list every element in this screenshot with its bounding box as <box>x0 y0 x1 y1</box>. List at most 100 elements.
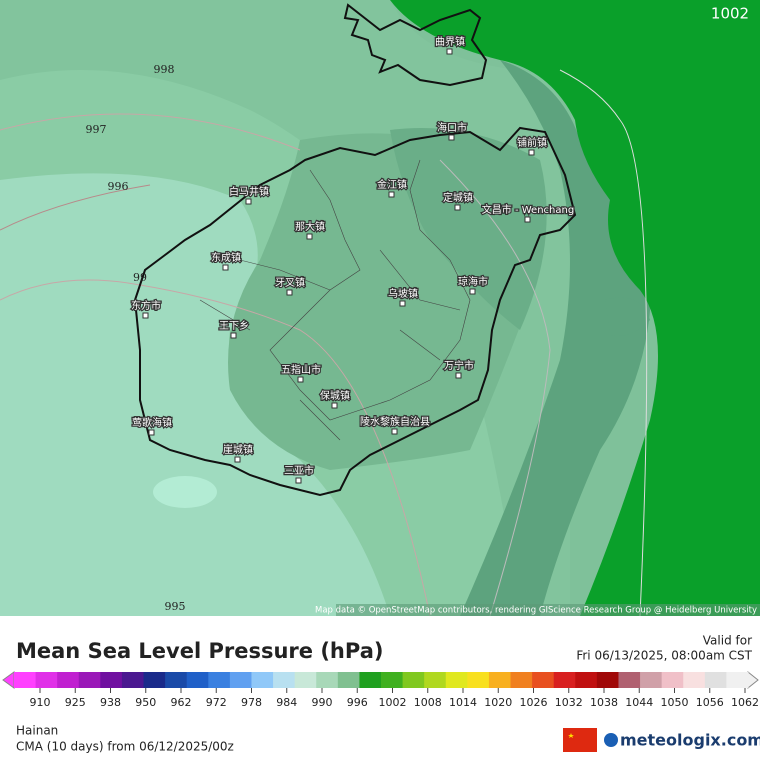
place-label: 崖城镇 <box>223 443 253 456</box>
colorbar-segment <box>78 672 101 688</box>
colorbar-segment <box>35 672 58 688</box>
colorbar-segment <box>575 672 598 688</box>
place-label: 曲界镇 <box>435 35 465 48</box>
colorbar-tick-label: 972 <box>206 696 227 709</box>
colorbar-segment <box>359 672 382 688</box>
colorbar-segment <box>488 672 512 688</box>
brand[interactable]: meteologix.com <box>620 731 760 750</box>
place-label: 牙叉镇 <box>275 276 305 289</box>
colorbar-tick-label: 950 <box>135 696 156 709</box>
isobar-label: 997 <box>86 123 107 136</box>
colorbar-tick-label: 1044 <box>625 696 653 709</box>
place-label: 万宁市 <box>444 359 474 372</box>
colorbar-segment <box>553 672 576 688</box>
colorbar-arrow <box>747 670 759 690</box>
place-label: 文昌市 - Wenchang <box>482 203 574 216</box>
colorbar-tick-label: 1050 <box>661 696 689 709</box>
place-dot <box>469 288 476 295</box>
place-dot <box>331 402 338 409</box>
colorbar-segment <box>532 672 555 688</box>
place-dot <box>222 264 229 271</box>
isobar-label: 996 <box>108 180 129 193</box>
colorbar-tick-label: 938 <box>100 696 121 709</box>
place-label: 白马井镇 <box>229 185 269 198</box>
colorbar-tick-label: 1038 <box>590 696 618 709</box>
place-label: 东方市 <box>131 299 161 312</box>
place-dot <box>245 198 252 205</box>
place-label: 莺歌海镇 <box>132 416 172 429</box>
colorbar-segment <box>273 672 296 688</box>
place-dot <box>286 289 293 296</box>
place-dot <box>230 332 237 339</box>
colorbar-segment <box>165 672 188 688</box>
place-dot <box>446 48 453 55</box>
region: Hainan <box>16 724 58 738</box>
colorbar-segment <box>467 672 490 688</box>
colorbar-tick-label: 1020 <box>484 696 512 709</box>
colorbar-segment <box>14 672 37 688</box>
place-dot <box>142 312 149 319</box>
place-dot <box>388 191 395 198</box>
colorbar-tick-label: 990 <box>312 696 333 709</box>
colorbar-segment <box>510 672 533 688</box>
colorbar-segment <box>424 672 447 688</box>
place-dot <box>448 134 455 141</box>
legend-title: Mean Sea Level Pressure (hPa) <box>16 639 383 663</box>
colorbar-segment <box>640 672 663 688</box>
colorbar-arrow <box>2 671 15 689</box>
place-label: 东成镇 <box>211 251 241 264</box>
isobar-label: 99 <box>133 271 147 284</box>
place-dot <box>391 428 398 435</box>
place-dot <box>399 300 406 307</box>
place-dot <box>528 149 535 156</box>
colorbar-segment <box>661 672 684 688</box>
place-dot <box>297 376 304 383</box>
colorbar-tick-label: 910 <box>30 696 51 709</box>
colorbar-tick-label: 962 <box>171 696 192 709</box>
colorbar-tick-label: 1026 <box>520 696 548 709</box>
model: CMA (10 days) from 06/12/2025/00z <box>16 740 234 754</box>
colorbar-segment <box>337 672 360 688</box>
colorbar-segment <box>57 672 80 688</box>
place-dot <box>454 204 461 211</box>
isobar-label: 995 <box>165 600 186 613</box>
place-label: 那大镇 <box>295 220 325 233</box>
colorbar-segment <box>445 672 468 688</box>
place-label: 王下乡 <box>219 320 249 332</box>
valid-label: Valid for <box>703 634 752 648</box>
colorbar-segment <box>251 672 274 688</box>
colorbar-segment <box>294 672 317 688</box>
place-label: 陵水黎族自治县 <box>360 415 430 428</box>
colorbar-tick-label: 1062 <box>731 696 759 709</box>
colorbar-segment <box>229 672 252 688</box>
place-dot <box>295 477 302 484</box>
colorbar-tick-label: 1008 <box>414 696 442 709</box>
place-label: 铺前镇 <box>517 136 547 149</box>
place-label: 三亚市 <box>284 464 314 477</box>
colorbar-segment <box>381 672 404 688</box>
colorbar-segment <box>208 672 231 688</box>
place-label: 金江镇 <box>377 178 407 191</box>
colorbar-segment <box>683 672 706 688</box>
place-dot <box>455 372 462 379</box>
colorbar-segment <box>186 672 209 688</box>
colorbar-tick-label: 925 <box>65 696 86 709</box>
colorbar-tick-label: 978 <box>241 696 262 709</box>
colorbar-segment <box>618 672 641 688</box>
attribution: Map data © OpenStreetMap contributors, r… <box>315 606 757 616</box>
place-label: 保城镇 <box>320 389 350 402</box>
place-dot <box>148 429 155 436</box>
colorbar-segment <box>143 672 166 688</box>
colorbar-tick-label: 1032 <box>555 696 583 709</box>
place-dot <box>234 456 241 463</box>
place-dot <box>306 233 313 240</box>
colorbar-tick-label: 984 <box>276 696 297 709</box>
colorbar-segment <box>596 672 619 688</box>
colorbar-tick-label: 996 <box>347 696 368 709</box>
place-label: 五指山市 <box>281 363 321 376</box>
brand-logo <box>604 733 618 747</box>
colorbar-segment <box>316 672 339 688</box>
place-label: 乌坡镇 <box>388 287 418 300</box>
valid-time: Fri 06/13/2025, 08:00am CST <box>576 649 752 663</box>
